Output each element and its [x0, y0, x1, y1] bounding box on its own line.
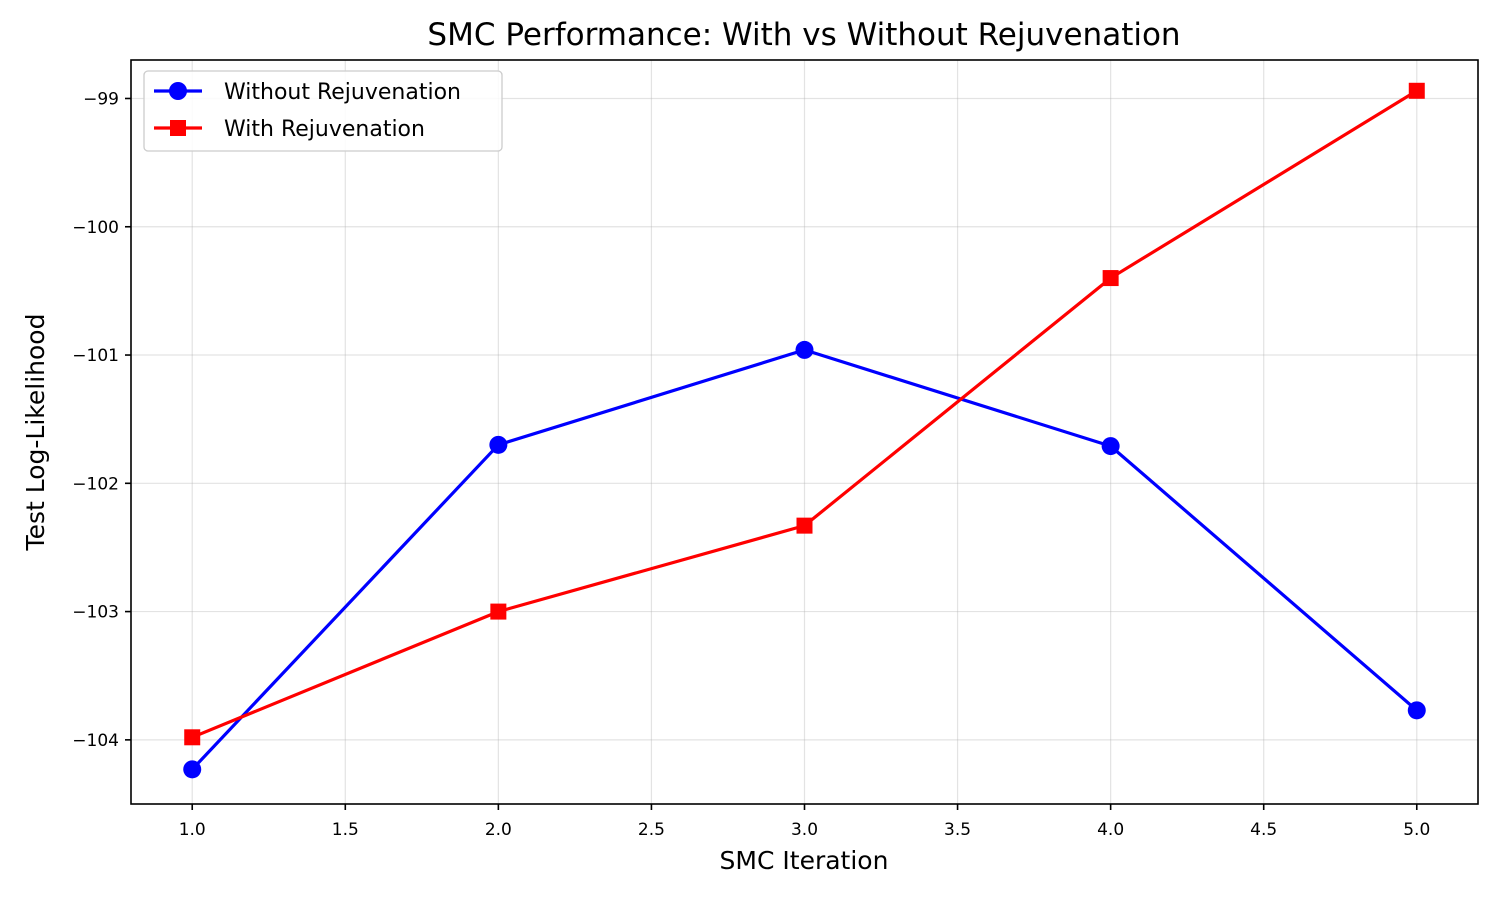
data-point	[1102, 270, 1119, 287]
y-tick-label: −100	[72, 218, 119, 238]
legend-marker	[169, 82, 187, 100]
y-axis-title: Test Log-Likelihood	[21, 314, 50, 552]
series-layer	[183, 82, 1426, 779]
x-tick-label: 3.5	[944, 820, 971, 840]
data-point	[183, 760, 202, 779]
data-point	[184, 729, 201, 746]
axis-ticks: 1.0 1.5 2.0 2.5 3.0 3.5 4.0 4.5 5.0 −99 −100 −101 −1…	[72, 89, 1430, 840]
series-1	[183, 340, 1426, 779]
x-tick-label: 1.5	[332, 820, 359, 840]
legend-box	[143, 70, 503, 152]
legend-label: Without Rejuvenation	[224, 80, 461, 105]
data-point	[796, 517, 813, 534]
data-point	[490, 603, 507, 620]
series-2	[184, 82, 1425, 746]
x-tick-label: 2.0	[485, 820, 512, 840]
x-tick-label: 4.0	[1097, 820, 1124, 840]
data-point	[1408, 82, 1425, 99]
x-tick-label: 2.5	[638, 820, 665, 840]
x-tick-label: 3.0	[791, 820, 818, 840]
chart-title: SMC Performance: With vs Without Rejuven…	[427, 17, 1180, 53]
y-tick-label: −102	[72, 474, 119, 494]
legend-item: Without Rejuvenation	[154, 80, 461, 105]
grid	[131, 60, 1478, 804]
y-tick-label: −103	[72, 603, 119, 623]
legend: Without Rejuvenation With Rejuvenation	[143, 70, 503, 152]
legend-label: With Rejuvenation	[224, 117, 425, 142]
x-tick-label: 5.0	[1403, 820, 1430, 840]
data-point	[795, 340, 814, 359]
x-tick-label: 4.5	[1250, 820, 1277, 840]
legend-marker	[170, 120, 186, 136]
data-point	[489, 435, 508, 454]
y-tick-label: −104	[72, 731, 119, 751]
y-tick-label: −101	[72, 346, 119, 366]
legend-item: With Rejuvenation	[154, 117, 425, 142]
data-point	[1101, 437, 1120, 456]
y-tick-label: −99	[83, 89, 119, 109]
x-axis-title: SMC Iteration	[720, 846, 889, 875]
data-point	[1407, 701, 1426, 720]
x-tick-label: 1.0	[179, 820, 206, 840]
